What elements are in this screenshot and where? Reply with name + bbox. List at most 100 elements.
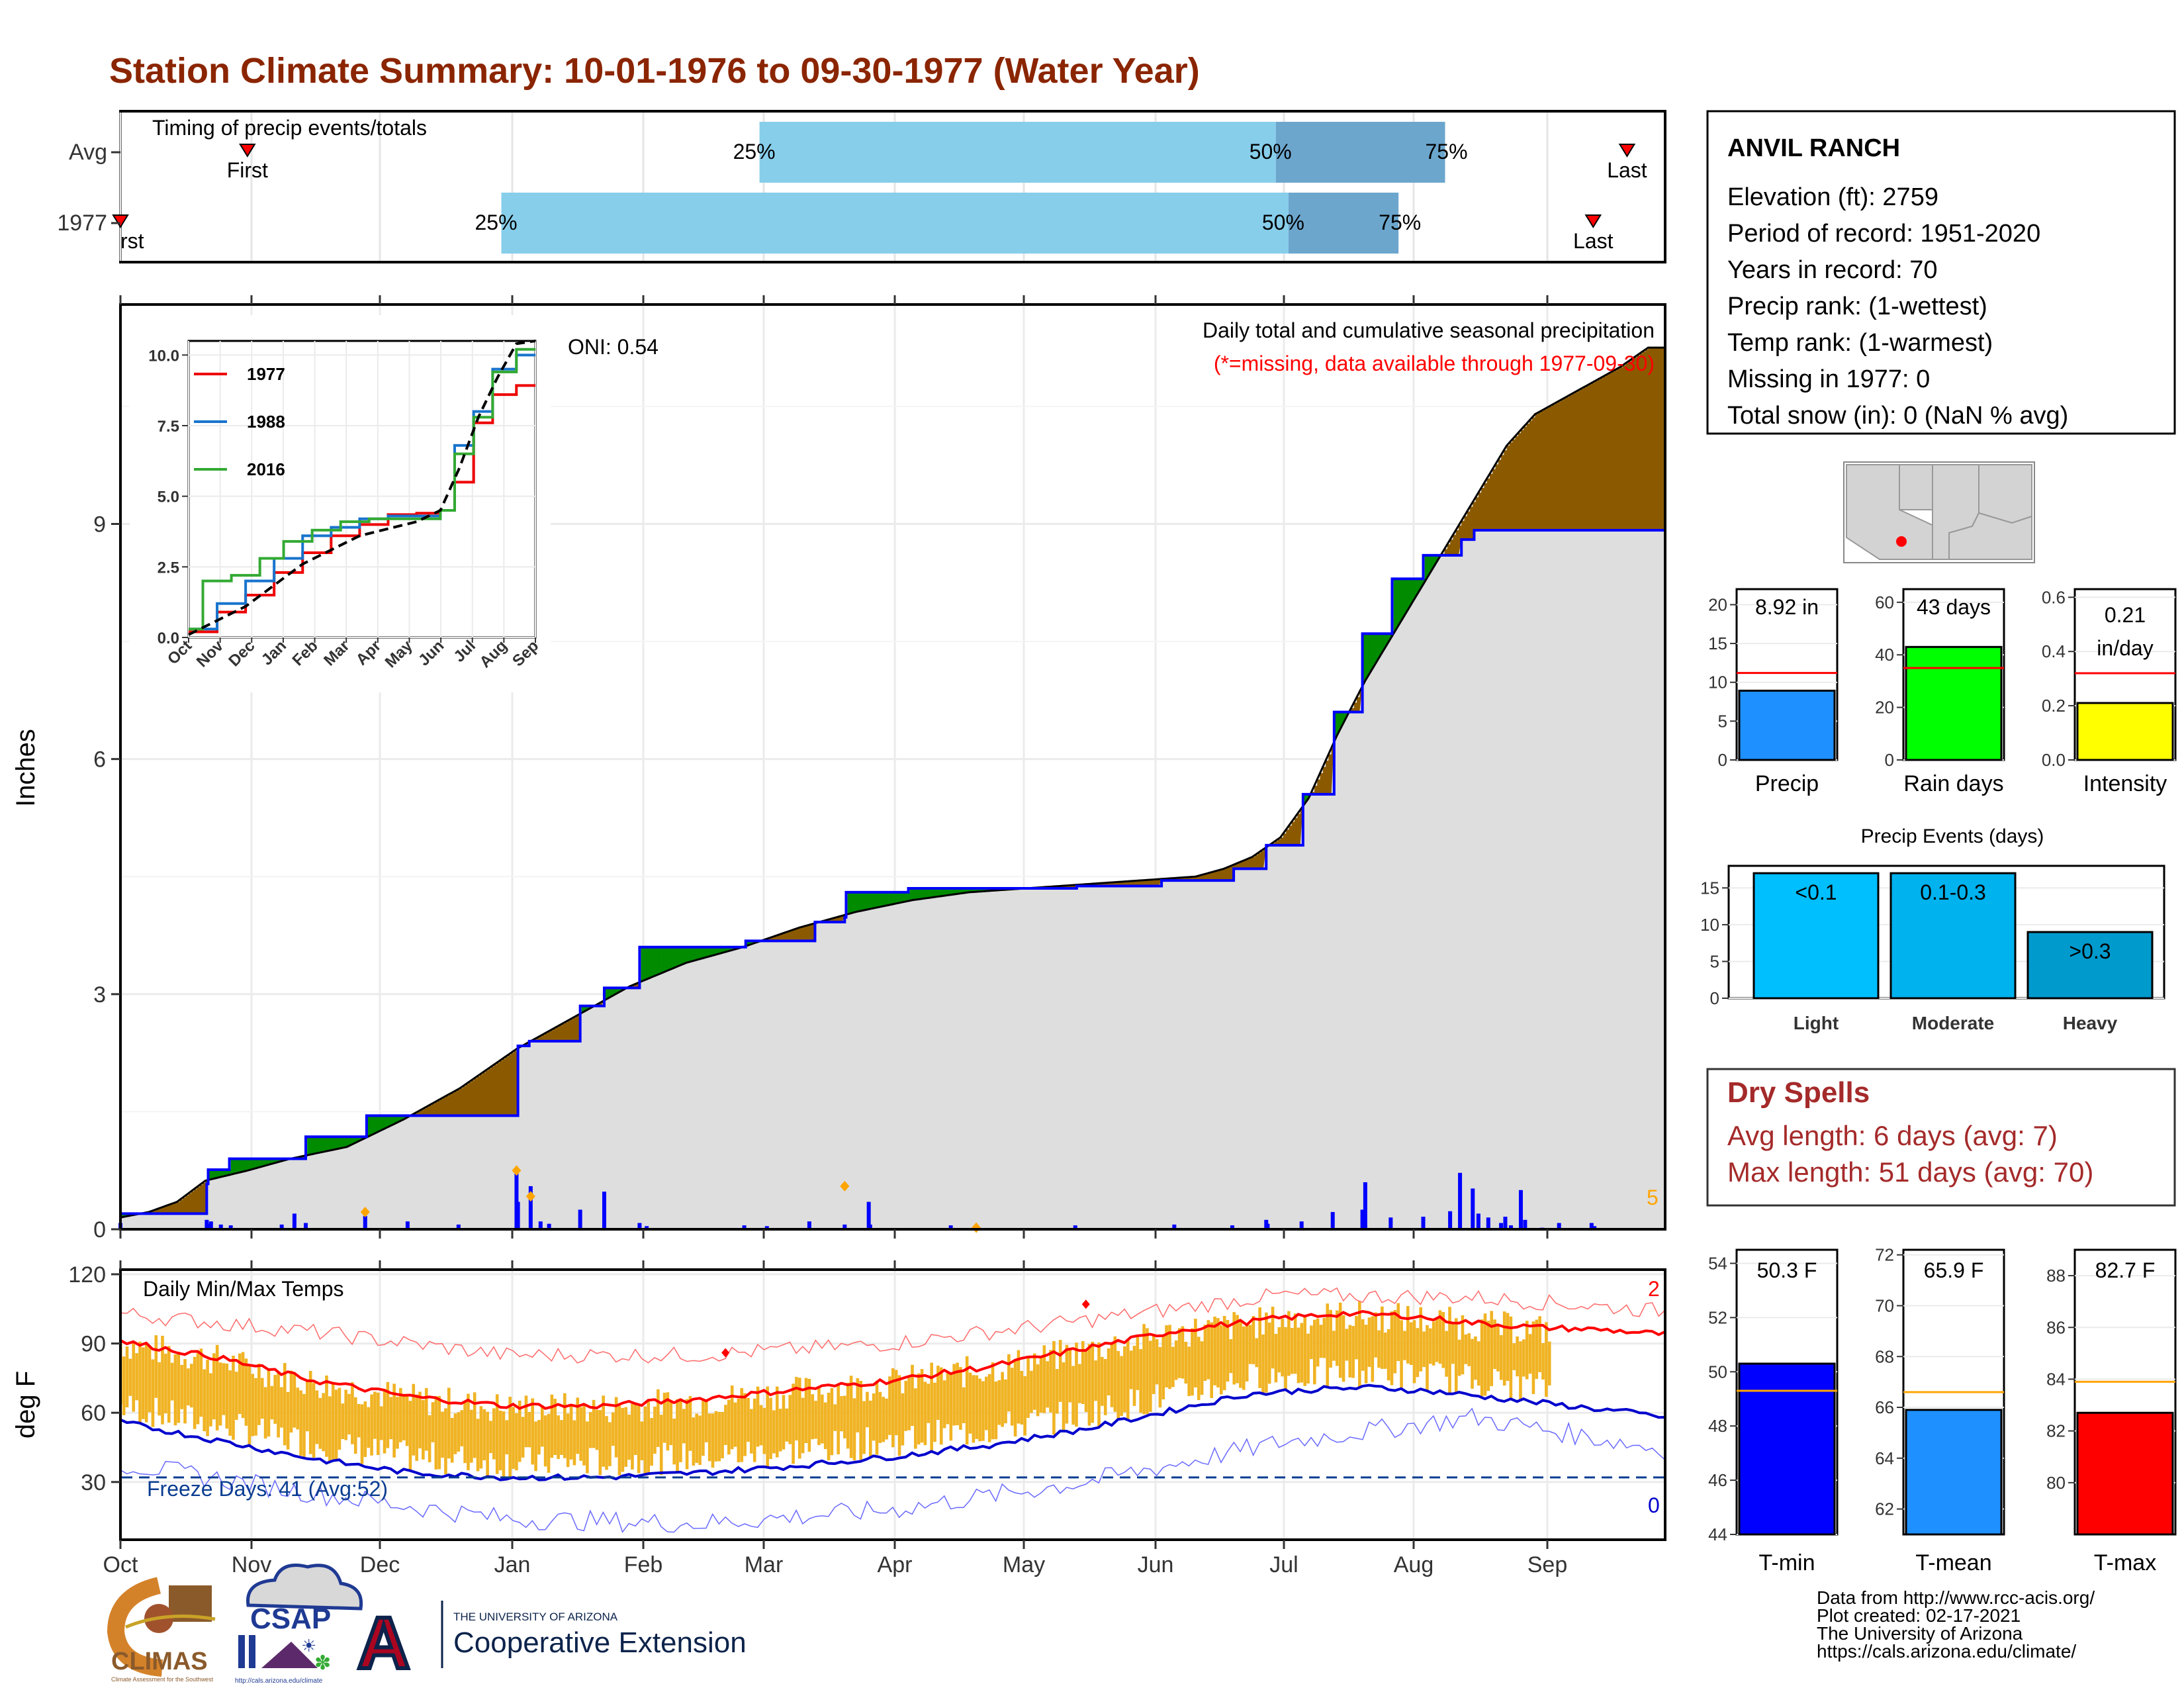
month-label-mar: Mar [745,1552,784,1577]
daily-temp-bar [1049,1350,1052,1413]
precip-diff-strip [1481,488,1485,530]
daily-temp-bar [1409,1322,1413,1365]
precip-diff-strip [1220,869,1224,881]
precip-diff-strip [720,947,724,954]
precip-diff-strip [1289,825,1293,845]
daily-temp-bar [383,1389,387,1454]
precip-diff-strip [1291,821,1295,845]
daily-temp-bar [1184,1341,1188,1384]
precip-diff-strip [541,1035,545,1041]
precip-diff-strip [1365,633,1369,681]
daily-temp-bar [676,1399,679,1473]
precip-diff-strip [386,1115,390,1128]
raindays-ytick-label: 60 [1875,592,1894,612]
precip-diff-strip [208,1170,212,1180]
precip-diff-strip [1136,880,1140,886]
temp-ytick-label: 30 [81,1470,106,1495]
daily-precip-bar [1557,1223,1561,1229]
daily-temp-bar [1281,1319,1284,1377]
precip-diff-strip [1563,399,1567,530]
daily-temp-bar [560,1420,563,1455]
precip-diff-strip [536,1038,540,1041]
daily-temp-bar [557,1415,560,1459]
daily-temp-bar [692,1417,696,1466]
daily-temp-bar [183,1359,187,1424]
precip-diff-strip [1625,363,1629,530]
credit-line: The University of Arizona [1817,1623,2023,1644]
daily-temp-bar [1271,1306,1275,1369]
daily-temp-bar [1387,1329,1390,1381]
daily-temp-bar [936,1366,940,1420]
timing-avg-last-marker-icon [1618,144,1636,158]
precip-diff-strip [163,1207,166,1214]
daily-temp-bar [418,1391,422,1449]
inset-ytick-label: 10.0 [148,347,179,365]
precip-diff-strip [1419,579,1422,592]
precip-ytick-label: 20 [1708,594,1727,614]
precip-diff-strip [270,1158,274,1164]
precip-events-panel: Precip Events (days) 0 5 10 15 <0.1 Light 0.1-0… [1700,825,2165,1033]
daily-temp-bar [598,1410,602,1476]
precip-diff-strip [1529,420,1533,530]
daily-precip-bar [1589,1223,1594,1229]
precip-diff-strip [1464,516,1468,540]
daily-temp-bar [1364,1325,1368,1383]
precip-diff-strip [1212,872,1216,881]
daily-temp-bar [1367,1317,1371,1367]
daily-temp-bar [592,1399,596,1448]
daily-temp-bar [1255,1338,1259,1368]
daily-temp-bar [218,1362,222,1426]
daily-temp-bar [1390,1311,1394,1385]
precip-diff-strip [245,1158,248,1172]
daily-temp-bar [1396,1303,1400,1362]
daily-temp-bar [325,1375,328,1457]
precip-diff-strip [1238,863,1242,869]
daily-temp-bar [1248,1325,1252,1364]
precip-diff-strip [214,1170,217,1179]
daily-temp-bar [991,1362,995,1440]
daily-temp-bar [1219,1325,1223,1395]
precip-diff-strip [378,1115,381,1132]
daily-temp-bar [621,1407,625,1472]
daily-temp-bar [1310,1325,1313,1360]
daily-temp-bar [238,1353,242,1414]
daily-temp-bar [1426,1325,1429,1391]
events-bar-heavy [2026,931,2154,1000]
precip-diff-strip [216,1170,220,1178]
precip-diff-strip [230,1158,234,1175]
precip-note-missing: (*=missing, data available through 1977-… [1214,352,1655,375]
daily-temp-bar [132,1342,136,1412]
daily-temp-bar [766,1386,769,1466]
station-info-line: Elevation (ft): 2759 [1727,183,1938,211]
inset-ytick-label: 5.0 [158,489,179,506]
precip-diff-strip [1260,851,1264,869]
daily-precip-bar [1265,1223,1270,1229]
daily-precip-bar [1073,1225,1077,1229]
timing-year-p50-label: 50% [1262,211,1304,234]
precip-diff-strip [1651,348,1655,530]
raindays-ytick-label: 20 [1875,698,1894,718]
daily-precip-bar [405,1221,410,1229]
precip-diff-strip [375,1115,379,1133]
daily-temp-bar [1097,1342,1101,1427]
daily-temp-bar [550,1394,554,1458]
daily-temp-bar [1355,1315,1358,1360]
precip-diff-strip [197,1187,201,1214]
precip-diff-strip [202,1182,206,1214]
daily-temp-bar [1152,1335,1156,1395]
daily-temp-bar [566,1413,570,1468]
daily-temp-bar [270,1385,274,1420]
events-ytick-label: 5 [1710,951,1719,971]
daily-precip-bar [1503,1217,1508,1229]
daily-temp-bar [1474,1336,1477,1380]
precip-diff-strip [698,947,701,960]
precip-diff-strip [307,1137,311,1156]
daily-temp-bar [498,1410,502,1471]
daily-temp-bar [1277,1327,1281,1373]
events-ytick-label: 0 [1710,988,1719,1008]
daily-temp-bar [1267,1322,1271,1384]
precip-diff-strip [1385,633,1388,648]
precip-diff-strip [1617,369,1621,530]
daily-temp-bar [882,1397,886,1442]
daily-temp-bar [1187,1346,1191,1397]
